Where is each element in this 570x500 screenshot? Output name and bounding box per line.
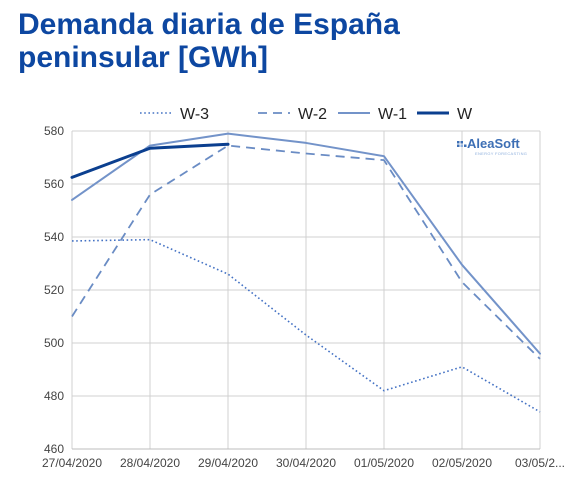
y-tick-label: 480 <box>44 389 64 403</box>
y-tick-label: 460 <box>44 442 64 456</box>
x-tick-label: 28/04/2020 <box>120 456 180 470</box>
series-line-w <box>70 142 230 179</box>
legend-label-w-1: W-1 <box>378 106 407 123</box>
x-tick-label: 02/05/2020 <box>432 456 492 470</box>
legend: W-3 W-2 W-1 W <box>140 106 473 123</box>
y-tick-label: 520 <box>44 283 64 297</box>
y-tick-label: 500 <box>44 336 64 350</box>
logo-name: AleaSoft <box>467 136 520 151</box>
y-axis: 460 480 500 520 540 560 580 <box>44 124 64 456</box>
x-tick-label: 03/05/2... <box>515 456 565 470</box>
logo-dots-icon <box>457 141 467 147</box>
legend-label-w-3: W-3 <box>180 106 209 123</box>
series-line-w-2 <box>71 144 541 360</box>
x-tick-label: 27/04/2020 <box>42 456 102 470</box>
grid <box>71 130 541 450</box>
legend-label-w: W <box>457 106 473 123</box>
x-axis: 27/04/2020 28/04/2020 29/04/2020 30/04/2020… <box>42 448 565 470</box>
x-tick-label: 01/05/2020 <box>354 456 414 470</box>
y-tick-label: 560 <box>44 177 64 191</box>
y-tick-label: 580 <box>44 124 64 138</box>
aleasoft-logo: AleaSoft ENERGY FORECASTING <box>457 136 527 156</box>
chart-title: Demanda diaria de España peninsular [GWh… <box>18 8 400 74</box>
x-tick-label: 29/04/2020 <box>198 456 258 470</box>
series-line-w-1 <box>71 132 541 355</box>
logo-tagline: ENERGY FORECASTING <box>475 151 527 156</box>
legend-label-w-2: W-2 <box>298 106 327 123</box>
series <box>70 132 541 413</box>
y-tick-label: 540 <box>44 230 64 244</box>
x-tick-label: 30/04/2020 <box>276 456 336 470</box>
